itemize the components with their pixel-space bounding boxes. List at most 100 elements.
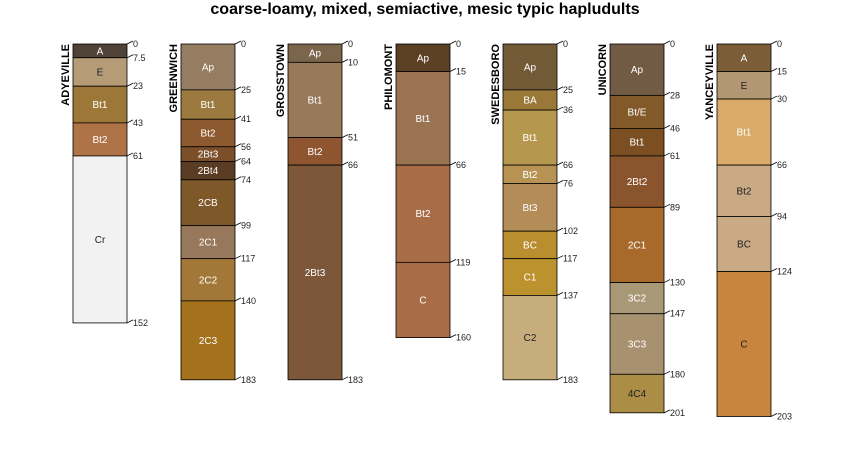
unicorn-horizon-label: Ap xyxy=(631,65,644,76)
adyeville-depth-label: 0 xyxy=(133,39,138,49)
unicorn-horizon-bt1 xyxy=(609,128,665,157)
greenwich-depth-label: 25 xyxy=(241,85,251,95)
philomont-horizon-bt1 xyxy=(395,71,451,166)
unicorn-depth-label: 0 xyxy=(670,39,675,49)
adyeville-depth-label: 43 xyxy=(133,118,143,128)
yanceyville-horizon-label: E xyxy=(741,81,748,92)
greenwich-horizon-2c1 xyxy=(180,225,236,260)
grosstown-profile-name: GROSSTOWN xyxy=(275,44,287,117)
grosstown-horizon-bt2 xyxy=(287,137,343,166)
philomont-depth-tick xyxy=(449,259,457,263)
adyeville-depth-tick xyxy=(126,54,134,59)
swedesboro-horizon-label: Bt2 xyxy=(522,170,537,181)
yanceyville-depth-tick xyxy=(770,413,778,417)
unicorn-horizon-label: 2Bt2 xyxy=(627,177,648,188)
yanceyville-horizon-c xyxy=(716,271,772,417)
greenwich-horizon-label: 2C2 xyxy=(199,275,218,286)
philomont-horizon-label: Bt2 xyxy=(415,209,430,220)
swedesboro-depth-label: 76 xyxy=(563,178,573,188)
yanceyville-depth-label: 15 xyxy=(777,67,787,77)
yanceyville-horizon-label: BC xyxy=(737,240,751,251)
greenwich-depth-tick xyxy=(234,376,242,381)
greenwich-horizon-label: 2Bt3 xyxy=(198,150,219,161)
greenwich-horizon-label: Bt2 xyxy=(200,128,215,139)
philomont-profile-name: PHILOMONT xyxy=(383,44,395,110)
unicorn-depth-tick xyxy=(663,203,671,208)
unicorn-depth-tick xyxy=(663,40,671,45)
adyeville-depth-label: 7.5 xyxy=(133,53,146,63)
swedesboro-horizon-label: BA xyxy=(523,95,537,106)
yanceyville-depth-tick xyxy=(770,68,778,72)
unicorn-depth-label: 28 xyxy=(670,90,680,100)
swedesboro-depth-label: 66 xyxy=(563,160,573,170)
greenwich-depth-label: 74 xyxy=(241,175,251,185)
adyeville-horizon-cr xyxy=(72,155,128,324)
unicorn-horizon-4c4 xyxy=(609,373,665,414)
greenwich-depth-label: 0 xyxy=(241,39,246,49)
yanceyville-horizon-e xyxy=(716,71,772,100)
greenwich-horizon-label: 2Bt4 xyxy=(198,166,219,177)
unicorn-depth-label: 61 xyxy=(670,151,680,161)
philomont-horizon-label: Bt1 xyxy=(415,114,430,125)
adyeville-depth-label: 152 xyxy=(133,318,148,328)
greenwich-horizon-label: 2C3 xyxy=(199,336,218,347)
swedesboro-depth-tick xyxy=(556,292,564,296)
swedesboro-depth-tick xyxy=(556,255,564,260)
swedesboro-horizon-label: C2 xyxy=(524,333,537,344)
yanceyville-horizon-label: Bt2 xyxy=(736,186,751,197)
philomont-depth-tick xyxy=(449,334,457,338)
yanceyville-horizon-bt1 xyxy=(716,98,772,166)
unicorn-horizon-2bt2 xyxy=(609,155,665,208)
swedesboro-depth-tick xyxy=(556,180,564,184)
yanceyville-horizon-a xyxy=(716,43,772,72)
greenwich-depth-label: 117 xyxy=(241,254,255,264)
greenwich-depth-label: 140 xyxy=(241,296,256,306)
swedesboro-depth-tick xyxy=(556,376,564,381)
yanceyville-depth-tick xyxy=(770,268,778,272)
grosstown-horizon-2bt3 xyxy=(287,164,343,381)
adyeville-horizon-label: Cr xyxy=(95,235,106,246)
grosstown-horizon-label: Ap xyxy=(309,49,322,60)
philomont-depth-tick xyxy=(449,40,457,45)
unicorn-horizon-label: 3C3 xyxy=(628,340,647,351)
adyeville-depth-tick xyxy=(126,152,134,157)
grosstown-depth-label: 10 xyxy=(348,57,358,67)
yanceyville-depth-label: 124 xyxy=(777,267,792,277)
unicorn-horizon-label: 4C4 xyxy=(628,389,647,400)
greenwich-depth-label: 99 xyxy=(241,221,251,231)
greenwich-depth-tick xyxy=(234,40,242,45)
adyeville-horizon-label: Bt1 xyxy=(92,100,107,111)
yanceyville-depth-tick xyxy=(770,161,778,166)
greenwich-depth-tick xyxy=(234,297,242,302)
unicorn-depth-tick xyxy=(663,152,671,157)
yanceyville-depth-tick xyxy=(770,40,778,45)
swedesboro-horizon-ap xyxy=(502,43,558,91)
unicorn-horizon-label: 3C2 xyxy=(628,294,647,305)
greenwich-depth-label: 41 xyxy=(241,114,251,124)
yanceyville-profile-name: YANCEYVILLE xyxy=(704,44,716,120)
yanceyville-depth-tick xyxy=(770,213,778,217)
yanceyville-depth-label: 94 xyxy=(777,211,787,221)
unicorn-depth-label: 89 xyxy=(670,202,680,212)
adyeville-depth-tick xyxy=(126,319,134,324)
unicorn-profile-name: UNICORN xyxy=(597,44,609,95)
adyeville-horizon-label: A xyxy=(97,46,104,57)
grosstown-depth-tick xyxy=(341,40,349,45)
swedesboro-horizon-bt3 xyxy=(502,183,558,232)
swedesboro-depth-label: 183 xyxy=(563,375,578,385)
grosstown-depth-tick xyxy=(341,376,349,381)
unicorn-depth-label: 46 xyxy=(670,123,680,133)
greenwich-horizon-label: Ap xyxy=(202,62,215,73)
grosstown-horizon-label: 2Bt3 xyxy=(305,268,326,279)
greenwich-horizon-2cb xyxy=(180,179,236,227)
unicorn-depth-tick xyxy=(663,409,671,414)
unicorn-depth-label: 201 xyxy=(670,408,685,418)
grosstown-depth-label: 0 xyxy=(348,39,353,49)
adyeville-depth-tick xyxy=(126,82,134,87)
grosstown-depth-tick xyxy=(341,161,349,166)
philomont-depth-label: 119 xyxy=(456,257,470,267)
adyeville-profile-name: ADYEVILLE xyxy=(60,44,72,106)
unicorn-depth-tick xyxy=(663,125,671,129)
greenwich-horizon-label: 2CB xyxy=(198,198,218,209)
greenwich-profile-name: GREENWICH xyxy=(168,44,180,113)
